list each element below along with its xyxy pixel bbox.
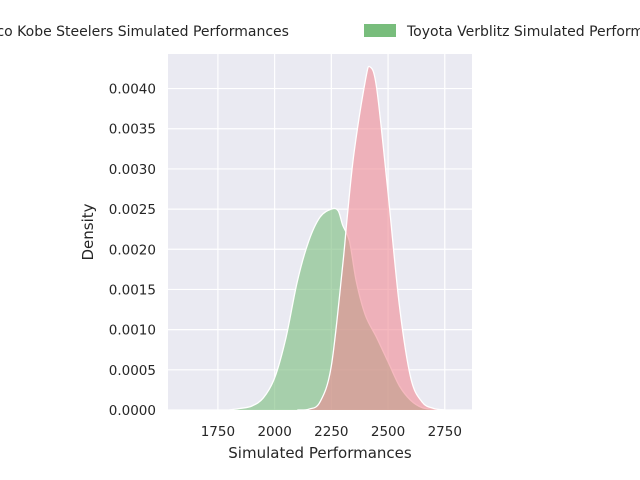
x-tick-label: 2000 <box>257 424 291 440</box>
x-axis-title: Simulated Performances <box>228 444 412 462</box>
tick-labels: 1750 2000 2250 2500 2750 0.0000 0.0005 0.0010 0.… <box>109 82 462 440</box>
legend-swatch <box>364 24 396 37</box>
y-axis-title: Density <box>79 203 97 260</box>
y-tick-label: 0.0040 <box>109 82 156 98</box>
density-areas <box>229 65 445 411</box>
density-line-kobe <box>297 65 445 411</box>
legend-label: Kobelco Kobe Steelers Simulated Performa… <box>0 24 289 40</box>
y-tick-label: 0.0000 <box>109 403 156 419</box>
y-tick-label: 0.0025 <box>109 202 156 218</box>
x-tick-label: 2750 <box>428 424 462 440</box>
legend-label: Toyota Verblitz Simulated Performances <box>406 24 640 40</box>
density-area-toyota <box>229 208 445 410</box>
y-tick-label: 0.0020 <box>109 242 156 258</box>
x-tick-label: 2250 <box>314 424 348 440</box>
density-area-kobe <box>297 66 445 411</box>
y-tick-label: 0.0030 <box>109 162 156 178</box>
x-tick-label: 2500 <box>371 424 405 440</box>
y-tick-label: 0.0005 <box>109 363 156 379</box>
y-tick-label: 0.0015 <box>109 282 156 298</box>
x-tick-label: 1750 <box>201 424 235 440</box>
legend: Kobelco Kobe Steelers Simulated Performa… <box>0 24 640 40</box>
y-tick-label: 0.0035 <box>109 122 156 138</box>
y-tick-label: 0.0010 <box>109 323 156 339</box>
